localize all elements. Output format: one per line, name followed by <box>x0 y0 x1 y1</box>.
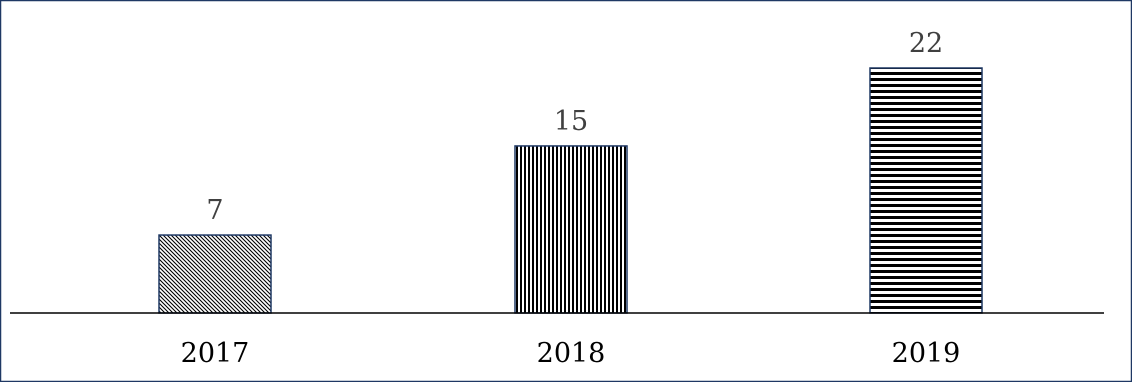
x-tick-label-2017: 2017 <box>181 338 250 369</box>
data-labels-layer: 7 15 22 <box>206 28 943 226</box>
x-tick-label-2018: 2018 <box>537 338 606 369</box>
bar-2019 <box>869 67 983 314</box>
data-label-2019: 22 <box>909 28 943 59</box>
data-label-2018: 15 <box>554 106 588 137</box>
bars-layer <box>158 67 983 314</box>
x-tick-label-2019: 2019 <box>892 338 961 369</box>
data-label-2017: 7 <box>206 195 223 226</box>
bar-2017 <box>158 234 272 314</box>
x-tick-labels-layer: 2017 2018 2019 <box>181 338 961 369</box>
bar-2018 <box>514 145 628 314</box>
